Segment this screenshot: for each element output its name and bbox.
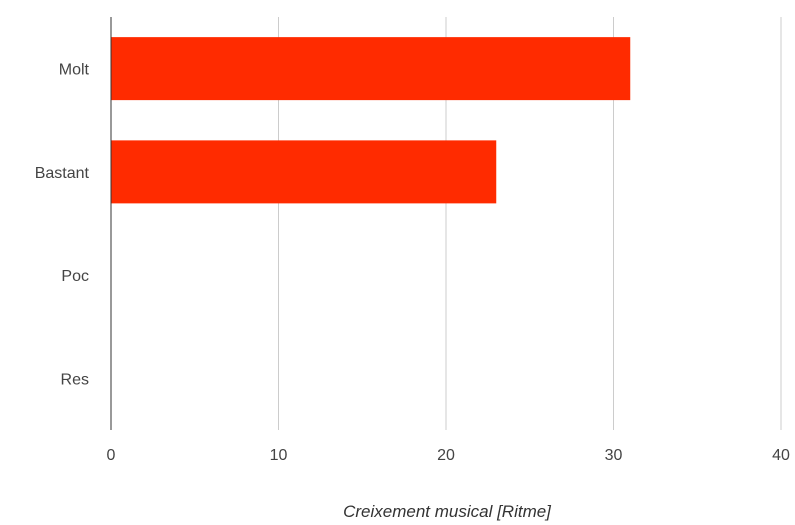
bar-bastant — [111, 140, 497, 204]
x-axis-title: Creixement musical [Ritme] — [343, 502, 552, 521]
bar-molt — [111, 37, 631, 101]
x-tick-label: 0 — [107, 447, 116, 464]
category-label-poc: Poc — [61, 268, 89, 285]
x-tick-label: 10 — [270, 447, 288, 464]
category-label-res: Res — [61, 371, 89, 388]
category-label-bastant: Bastant — [35, 165, 90, 182]
category-label-molt: Molt — [59, 62, 90, 79]
x-tick-label: 40 — [772, 447, 790, 464]
x-tick-label: 20 — [437, 447, 455, 464]
x-tick-label: 30 — [605, 447, 623, 464]
bar-layer — [111, 37, 631, 204]
label-layer: 0 10 20 30 40 Molt Bastant Poc Res — [35, 62, 790, 464]
